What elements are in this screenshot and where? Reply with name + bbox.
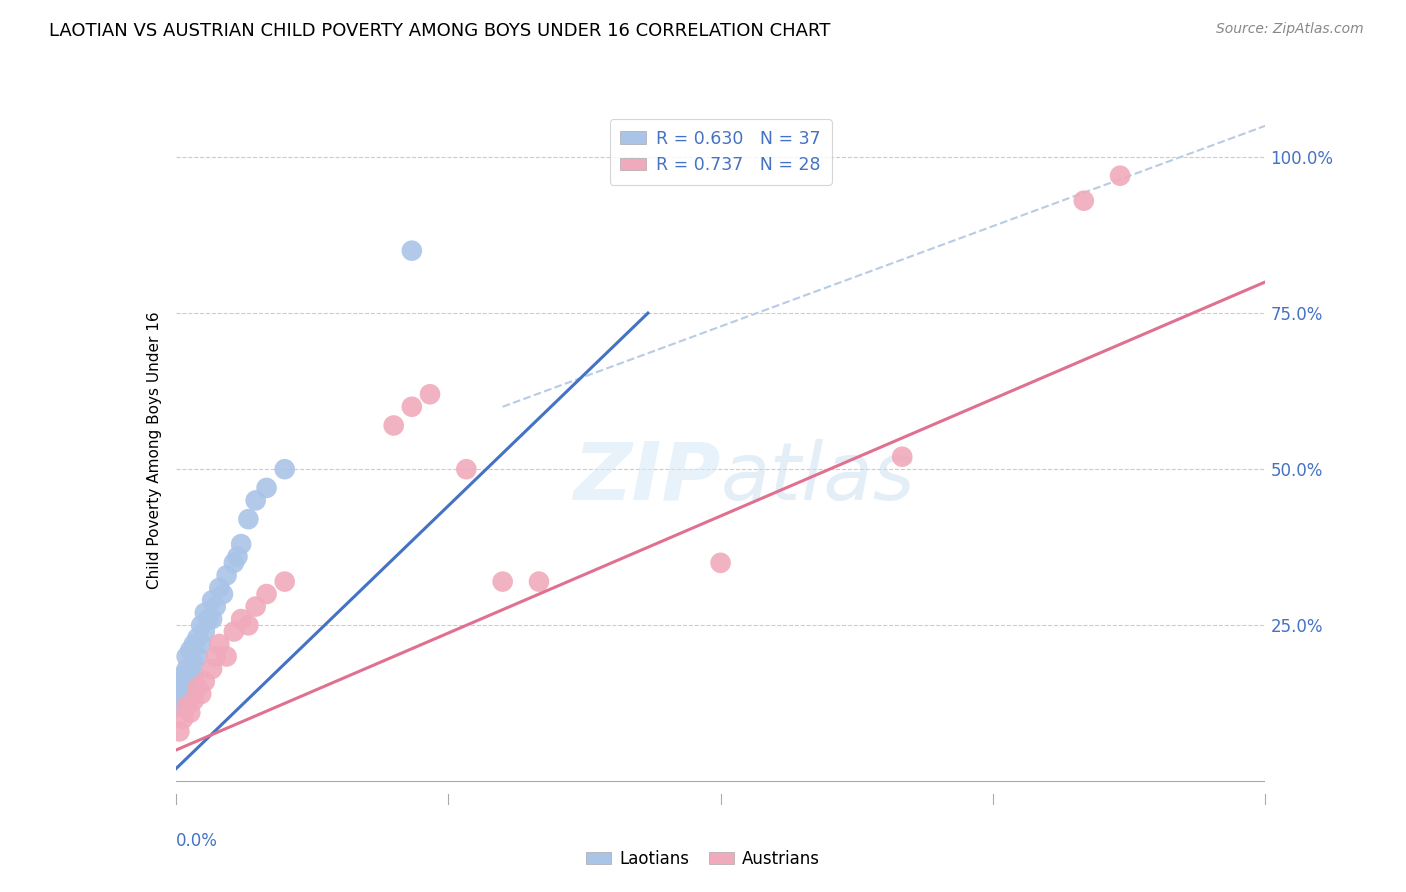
Point xyxy=(183,637,205,651)
Point xyxy=(208,581,231,595)
Point xyxy=(172,693,194,707)
Text: LAOTIAN VS AUSTRIAN CHILD POVERTY AMONG BOYS UNDER 16 CORRELATION CHART: LAOTIAN VS AUSTRIAN CHILD POVERTY AMONG … xyxy=(49,22,831,40)
Point xyxy=(179,662,201,676)
Point xyxy=(176,699,198,714)
Point xyxy=(201,612,224,626)
Point xyxy=(456,462,478,476)
Point xyxy=(169,674,191,689)
Point xyxy=(190,687,212,701)
Point xyxy=(183,693,205,707)
Text: atlas: atlas xyxy=(721,439,915,517)
Point xyxy=(169,687,191,701)
Point xyxy=(179,706,201,720)
Point xyxy=(204,649,226,664)
Point xyxy=(176,687,198,701)
Point xyxy=(201,662,224,676)
Point xyxy=(231,612,253,626)
Point xyxy=(176,662,198,676)
Point xyxy=(186,649,209,664)
Point xyxy=(186,631,209,645)
Point xyxy=(179,643,201,657)
Point xyxy=(231,537,253,551)
Point xyxy=(256,481,278,495)
Point xyxy=(183,656,205,670)
Point xyxy=(274,462,297,476)
Point xyxy=(172,712,194,726)
Point xyxy=(169,699,191,714)
Point xyxy=(176,674,198,689)
Point xyxy=(215,568,238,582)
Point xyxy=(492,574,515,589)
Point xyxy=(169,724,191,739)
Point xyxy=(190,637,212,651)
Point xyxy=(710,556,733,570)
Point xyxy=(226,549,249,564)
Point xyxy=(274,574,297,589)
Point xyxy=(1073,194,1095,208)
Point xyxy=(215,649,238,664)
Point xyxy=(201,593,224,607)
Point xyxy=(256,587,278,601)
Point xyxy=(222,624,245,639)
Legend: R = 0.630   N = 37, R = 0.737   N = 28: R = 0.630 N = 37, R = 0.737 N = 28 xyxy=(610,120,831,185)
Point xyxy=(419,387,441,401)
Point xyxy=(222,556,245,570)
Point xyxy=(891,450,914,464)
Point xyxy=(194,674,217,689)
Point xyxy=(238,618,260,632)
Point xyxy=(194,624,217,639)
Y-axis label: Child Poverty Among Boys Under 16: Child Poverty Among Boys Under 16 xyxy=(146,311,162,590)
Text: Source: ZipAtlas.com: Source: ZipAtlas.com xyxy=(1216,22,1364,37)
Point xyxy=(1109,169,1132,183)
Point xyxy=(172,681,194,695)
Point xyxy=(179,674,201,689)
Point xyxy=(194,606,217,620)
Point xyxy=(197,612,219,626)
Point xyxy=(176,649,198,664)
Point xyxy=(245,599,267,614)
Point xyxy=(245,493,267,508)
Point xyxy=(527,574,550,589)
Point xyxy=(238,512,260,526)
Point xyxy=(183,668,205,682)
Point xyxy=(186,681,209,695)
Point xyxy=(172,668,194,682)
Text: ZIP: ZIP xyxy=(574,439,721,517)
Point xyxy=(401,400,423,414)
Point xyxy=(208,637,231,651)
Legend: Laotians, Austrians: Laotians, Austrians xyxy=(579,844,827,875)
Point xyxy=(190,618,212,632)
Point xyxy=(212,587,235,601)
Point xyxy=(401,244,423,258)
Point xyxy=(204,599,226,614)
Text: 0.0%: 0.0% xyxy=(176,831,218,850)
Point xyxy=(382,418,405,433)
